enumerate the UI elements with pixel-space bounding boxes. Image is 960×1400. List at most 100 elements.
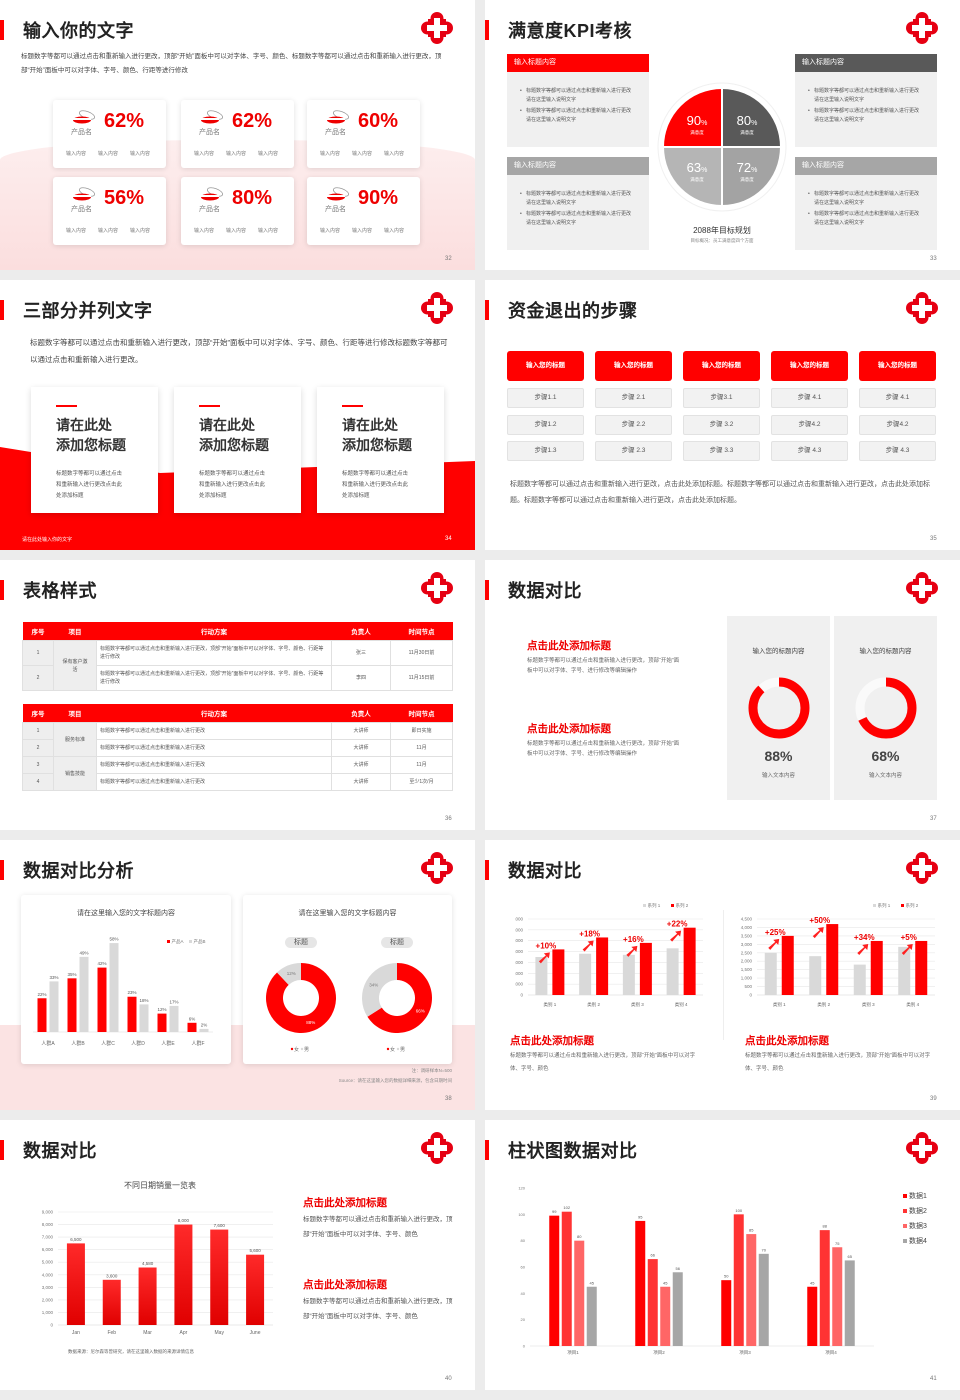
slide-39: 0 1,000 2,000 3,000 4,000 5,000 6,000 7,000 类别 1… bbox=[485, 840, 960, 1110]
red-cross-logo-icon bbox=[906, 1132, 938, 1164]
product-percentage: 56% bbox=[104, 187, 145, 209]
data-table: 序号 项目 行动方案 负责人 时间节点 1 保有客户激活 标题数字等都可以通过点击和重新输入进… bbox=[22, 622, 453, 691]
quadrant-value: 72% bbox=[725, 160, 769, 175]
data-label: 80 bbox=[577, 1234, 582, 1239]
card-label: 输入内容 bbox=[66, 228, 87, 234]
quadrant-value: 80% bbox=[725, 113, 769, 128]
card-body: 标题数字等都可以通过点击和重新输入进行更改点击此处添加标题 bbox=[199, 471, 266, 499]
step-header-button[interactable]: 输入您的标题 bbox=[507, 351, 584, 381]
pie-quadrant bbox=[722, 89, 780, 147]
card-label: 输入内容 bbox=[320, 151, 341, 157]
x-category-label: 类别 3 bbox=[631, 1001, 644, 1008]
card-title: 添加您标题 bbox=[342, 437, 412, 453]
product-percentage: 80% bbox=[232, 187, 273, 209]
step-box[interactable]: 步骤 2.2 bbox=[595, 414, 672, 435]
product-card: 产品名 90% 输入内容 输入内容 输入内容 bbox=[307, 177, 420, 245]
pie-divider bbox=[662, 146, 782, 148]
step-box[interactable]: 步骤 4.3 bbox=[859, 441, 936, 461]
quadrant-label: 满意度 bbox=[690, 177, 704, 182]
data-label: 17% bbox=[169, 999, 178, 1004]
legend-label: 男 bbox=[400, 1047, 405, 1053]
step-box[interactable]: 步骤 2.3 bbox=[595, 441, 672, 461]
row-number: 2 bbox=[22, 665, 54, 691]
data-label-value: 49 bbox=[79, 950, 85, 955]
bar bbox=[635, 1220, 646, 1346]
table-row: 3 销售技能 标题数字等都可以通过点击和重新输入进行更改 大讲师 11月 bbox=[22, 756, 453, 791]
bullet-text: 标题数字等都可以通过点击和重新输入进行更改 请在这里输入说明文字 bbox=[520, 190, 637, 207]
product-name: 产品名 bbox=[199, 129, 220, 136]
quadrant-value: 90% bbox=[675, 113, 719, 128]
card-title: 请在此处 bbox=[56, 417, 112, 433]
data-label: 66 bbox=[651, 1253, 656, 1258]
pie-quadrant bbox=[664, 147, 722, 205]
step-box[interactable]: 步骤 4.3 bbox=[771, 441, 848, 461]
step-box[interactable]: 步骤 4.1 bbox=[771, 388, 848, 408]
pie-outer-ring bbox=[657, 82, 787, 212]
y-tick-label: 9,000 bbox=[42, 1210, 54, 1215]
product-card: 产品名 80% 输入内容 输入内容 输入内容 bbox=[181, 177, 294, 245]
step-box[interactable]: 步骤 3.2 bbox=[683, 414, 760, 435]
y-tick-label: 80 bbox=[521, 1238, 526, 1243]
bar bbox=[66, 1243, 85, 1325]
data-label-value: 95 bbox=[638, 1214, 643, 1219]
bar bbox=[586, 1286, 597, 1346]
step-box[interactable]: 步骤4.2 bbox=[771, 414, 848, 435]
bar bbox=[174, 1224, 193, 1325]
y-tick-label: 2,000 bbox=[741, 959, 753, 964]
product-card: 产品名 62% 输入内容 输入内容 输入内容 bbox=[53, 100, 166, 168]
data-label-unit: % bbox=[43, 992, 47, 997]
step-box[interactable]: 步骤1.3 bbox=[507, 441, 584, 461]
step-box[interactable]: 步骤 4.1 bbox=[859, 388, 936, 408]
y-tick-label: 4,000 bbox=[42, 1272, 54, 1277]
bullet-text: 标题数字等都可以通过点击和重新输入进行更改 请在这里输入说明文字 bbox=[520, 210, 637, 227]
card-body: 标题数字等都可以通过点击和重新输入进行更改点击此处添加标题 bbox=[56, 471, 123, 499]
step-box[interactable]: 步骤 2.1 bbox=[595, 388, 672, 408]
data-label-value: 75 bbox=[835, 1241, 840, 1246]
bar bbox=[832, 1247, 843, 1346]
box-header: 输入标题内容 bbox=[507, 157, 649, 175]
title-accent-bar bbox=[0, 300, 4, 320]
step-box[interactable]: 步骤3.1 bbox=[683, 388, 760, 408]
title-accent-bar bbox=[0, 860, 4, 880]
legend-label: 数据3 bbox=[909, 1223, 927, 1230]
x-category-label: 项目1 bbox=[567, 1350, 579, 1356]
step-header-button[interactable]: 输入您的标题 bbox=[595, 351, 672, 381]
data-label-value: 12 bbox=[157, 1007, 163, 1012]
step-header-button[interactable]: 输入您的标题 bbox=[859, 351, 936, 381]
kpi-quadrant-pie bbox=[657, 82, 787, 212]
step-box[interactable]: 步骤 3.3 bbox=[683, 441, 760, 461]
bar bbox=[138, 1267, 157, 1325]
title-accent-bar bbox=[485, 300, 489, 320]
data-label-value: 66 bbox=[651, 1253, 656, 1258]
bar-chart-card: 人群A 22% 33% 人群B 35% 49% 人群C 42% 58% 人群D 23% 18% 人群E 1… bbox=[21, 895, 231, 1064]
bar bbox=[79, 956, 89, 1032]
bar bbox=[683, 927, 696, 995]
bar bbox=[549, 1215, 560, 1346]
step-header-button[interactable]: 输入您的标题 bbox=[771, 351, 848, 381]
footnote: 注：调研样本N=500 bbox=[411, 1068, 452, 1073]
growth-annotation: +10% bbox=[536, 941, 557, 950]
box-body: 标题数字等都可以通过点击和重新输入进行更改 请在这里输入说明文字标题数字等都可以… bbox=[795, 175, 937, 250]
step-header-button[interactable]: 输入您的标题 bbox=[683, 351, 760, 381]
step-box[interactable]: 步骤1.1 bbox=[507, 388, 584, 408]
bar bbox=[666, 948, 679, 995]
slice-label: 34% bbox=[369, 983, 378, 988]
step-box[interactable]: 步骤1.2 bbox=[507, 414, 584, 435]
bar bbox=[596, 937, 609, 995]
text-card: 请在此处 添加您标题 标题数字等都可以通过点击和重新输入进行更改点击此处添加标题 bbox=[317, 387, 444, 513]
row-item: 保有客户激活 bbox=[53, 640, 97, 691]
donut-charts: 88%12%女 男66%34%女男 bbox=[266, 963, 432, 1053]
row-number: 4 bbox=[22, 773, 54, 791]
bar bbox=[809, 956, 822, 995]
data-label: 7,600 bbox=[214, 1223, 226, 1228]
pill-dish-icon bbox=[72, 110, 96, 125]
data-label-value: 85 bbox=[749, 1228, 754, 1233]
red-cross-logo-icon bbox=[421, 852, 453, 884]
step-box[interactable]: 步骤4.2 bbox=[859, 414, 936, 435]
column-header: 项目 bbox=[53, 622, 97, 641]
page-number: 38 bbox=[445, 1096, 452, 1102]
quadrant-label: 满意度 bbox=[690, 130, 704, 135]
title-accent-bar bbox=[0, 1140, 4, 1160]
legend-swatch bbox=[903, 1194, 907, 1199]
y-tick-label: 40 bbox=[521, 1291, 526, 1296]
